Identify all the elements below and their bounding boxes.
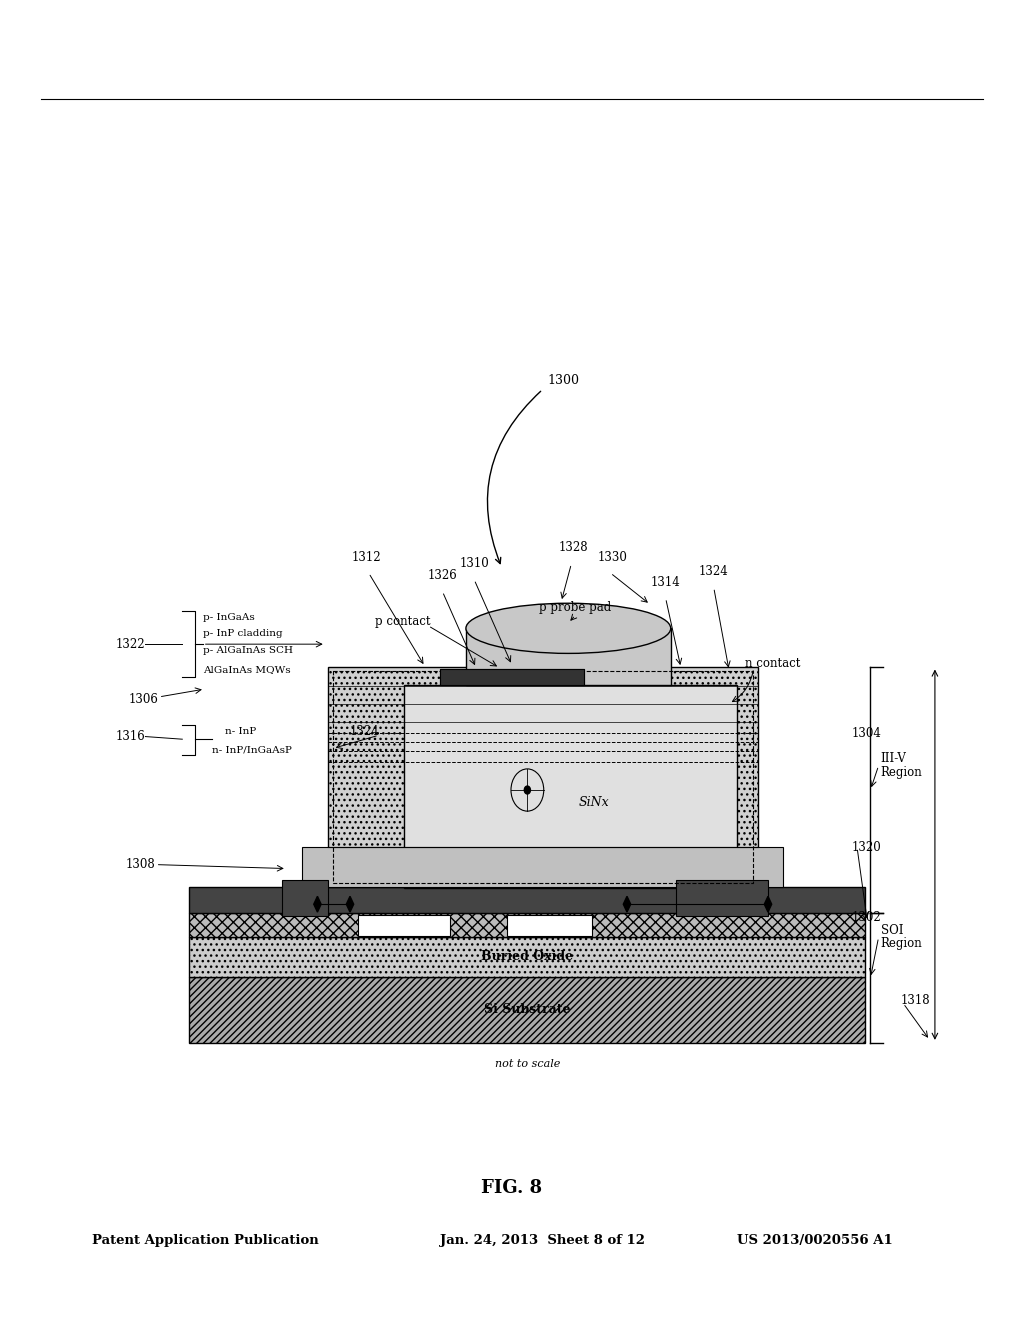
Bar [282,880,328,916]
Text: Si Substrate: Si Substrate [484,1003,570,1016]
Text: n- InP: n- InP [225,727,257,735]
Text: Jan. 24, 2013  Sheet 8 of 12: Jan. 24, 2013 Sheet 8 of 12 [440,1234,645,1247]
Text: FIG. 8: FIG. 8 [481,1179,543,1197]
Text: Region: Region [881,766,923,779]
Text: 1328: 1328 [559,541,588,554]
Text: III-V: III-V [881,752,906,766]
Text: Patent Application Publication: Patent Application Publication [92,1234,318,1247]
Polygon shape [313,896,322,912]
Bar [189,887,865,913]
Polygon shape [764,896,772,912]
Text: AlGaInAs MQWs: AlGaInAs MQWs [203,665,291,673]
Text: p- AlGaInAs SCH: p- AlGaInAs SCH [203,647,293,655]
Bar [189,913,865,937]
Text: n contact: n contact [745,657,801,671]
Text: US 2013/0020556 A1: US 2013/0020556 A1 [737,1234,893,1247]
Bar [189,977,865,1043]
Text: 1312: 1312 [352,550,381,564]
Circle shape [524,787,530,795]
Text: 1316: 1316 [116,730,145,743]
Bar [466,628,671,685]
Text: 1300: 1300 [548,374,580,387]
Text: SiNx: SiNx [579,796,609,809]
Text: p- InP cladding: p- InP cladding [203,630,283,638]
Bar [328,667,758,887]
Text: 1330: 1330 [597,550,628,564]
Text: 1302: 1302 [852,911,882,924]
Text: not to scale: not to scale [495,1059,560,1069]
Text: 1304: 1304 [852,727,882,741]
Bar [189,937,865,977]
Text: 1324: 1324 [349,725,379,738]
Text: 1306: 1306 [129,693,159,706]
Text: 1326: 1326 [427,569,458,582]
Text: 1314: 1314 [650,576,681,589]
Polygon shape [624,896,631,912]
Bar [507,915,592,936]
Text: Region: Region [881,937,923,950]
Polygon shape [346,896,353,912]
Text: p contact: p contact [375,615,430,628]
Text: 1322: 1322 [116,638,145,651]
Text: 1308: 1308 [126,858,156,871]
Bar [358,915,450,936]
Text: 1320: 1320 [852,841,882,854]
Text: 1318: 1318 [901,994,931,1007]
Text: p probe pad: p probe pad [540,601,611,614]
Text: n- InP/InGaAsP: n- InP/InGaAsP [212,746,292,754]
Bar [440,669,584,685]
Text: 1310: 1310 [459,557,489,570]
Text: 1324: 1324 [698,565,729,578]
Bar [404,685,737,888]
Bar [676,880,768,916]
Bar [302,847,783,887]
Bar [333,671,753,883]
Text: Buried Oxide: Buried Oxide [481,950,573,964]
Text: p- InGaAs: p- InGaAs [203,614,255,622]
Bar [440,669,584,685]
Ellipse shape [466,603,671,653]
Text: SOI: SOI [881,924,903,937]
